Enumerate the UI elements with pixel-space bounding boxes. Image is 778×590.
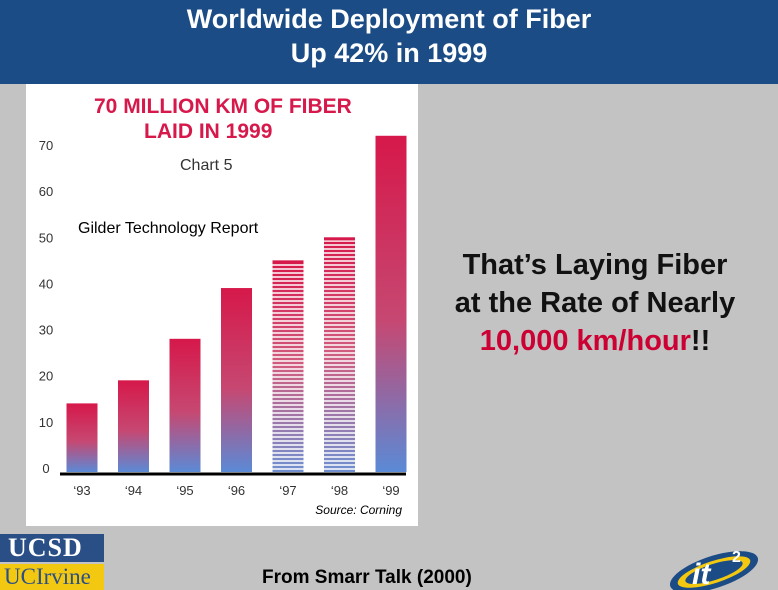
side-text: That’s Laying Fiber at the Rate of Nearl…: [415, 246, 775, 360]
side-text-line2: at the Rate of Nearly: [454, 287, 736, 319]
bar-6: [375, 135, 407, 472]
svg-text:2: 2: [732, 549, 741, 566]
x-tick-label: ‘96: [228, 483, 245, 498]
svg-text:it: it: [692, 558, 712, 590]
slide-title-line1: Worldwide Deployment of Fiber: [186, 4, 592, 34]
bar-1: [118, 380, 149, 472]
bar-stripes-5: [324, 240, 355, 472]
x-tick-label: ‘95: [176, 483, 193, 498]
y-tick-label: 20: [39, 369, 53, 384]
report-label: Gilder Technology Report: [78, 220, 259, 237]
side-text-line3: 10,000 km/hour!!: [415, 322, 775, 360]
bar-0: [66, 403, 98, 472]
title-bar: [0, 0, 778, 84]
ucsd-logo: UCSD: [0, 534, 104, 562]
side-text-suffix: !!: [690, 325, 711, 357]
y-tick-label: 50: [39, 230, 53, 245]
y-tick-label: 0: [42, 461, 49, 476]
y-tick-label: 60: [39, 184, 53, 199]
y-tick-label: 70: [39, 138, 53, 153]
uci-logo: UCIrvine: [0, 564, 104, 590]
x-tick-label: ‘99: [382, 483, 399, 498]
y-tick-label: 10: [39, 415, 53, 430]
y-tick-label: 40: [39, 276, 53, 291]
bar-stripes-4: [272, 263, 304, 472]
it2-logo-icon: it 2: [669, 549, 759, 590]
bar-3: [221, 288, 252, 472]
chart-title: 70 MILLION KM OF FIBER LAID IN 1999: [94, 94, 394, 144]
side-text-highlight: 10,000 km/hour: [479, 325, 691, 357]
chart-title-line1: 70 MILLION KM OF FIBER: [94, 95, 352, 118]
slide-title-line2: Up 42% in 1999: [290, 38, 488, 68]
x-tick-label: ‘97: [279, 483, 296, 498]
slide-title: Worldwide Deployment of Fiber Up 42% in …: [0, 2, 778, 70]
side-text-line1: That’s Laying Fiber: [462, 249, 728, 281]
chart-title-line2: LAID IN 1999: [144, 120, 273, 143]
chart-subtitle: Chart 5: [180, 157, 233, 174]
x-tick-label: ‘94: [125, 483, 142, 498]
bar-2: [169, 338, 201, 472]
chart-source: Source: Corning: [315, 503, 402, 517]
x-tick-label: ‘98: [331, 483, 348, 498]
x-tick-label: ‘93: [73, 483, 90, 498]
y-tick-label: 30: [39, 323, 53, 338]
footer-text: From Smarr Talk (2000): [262, 567, 472, 588]
